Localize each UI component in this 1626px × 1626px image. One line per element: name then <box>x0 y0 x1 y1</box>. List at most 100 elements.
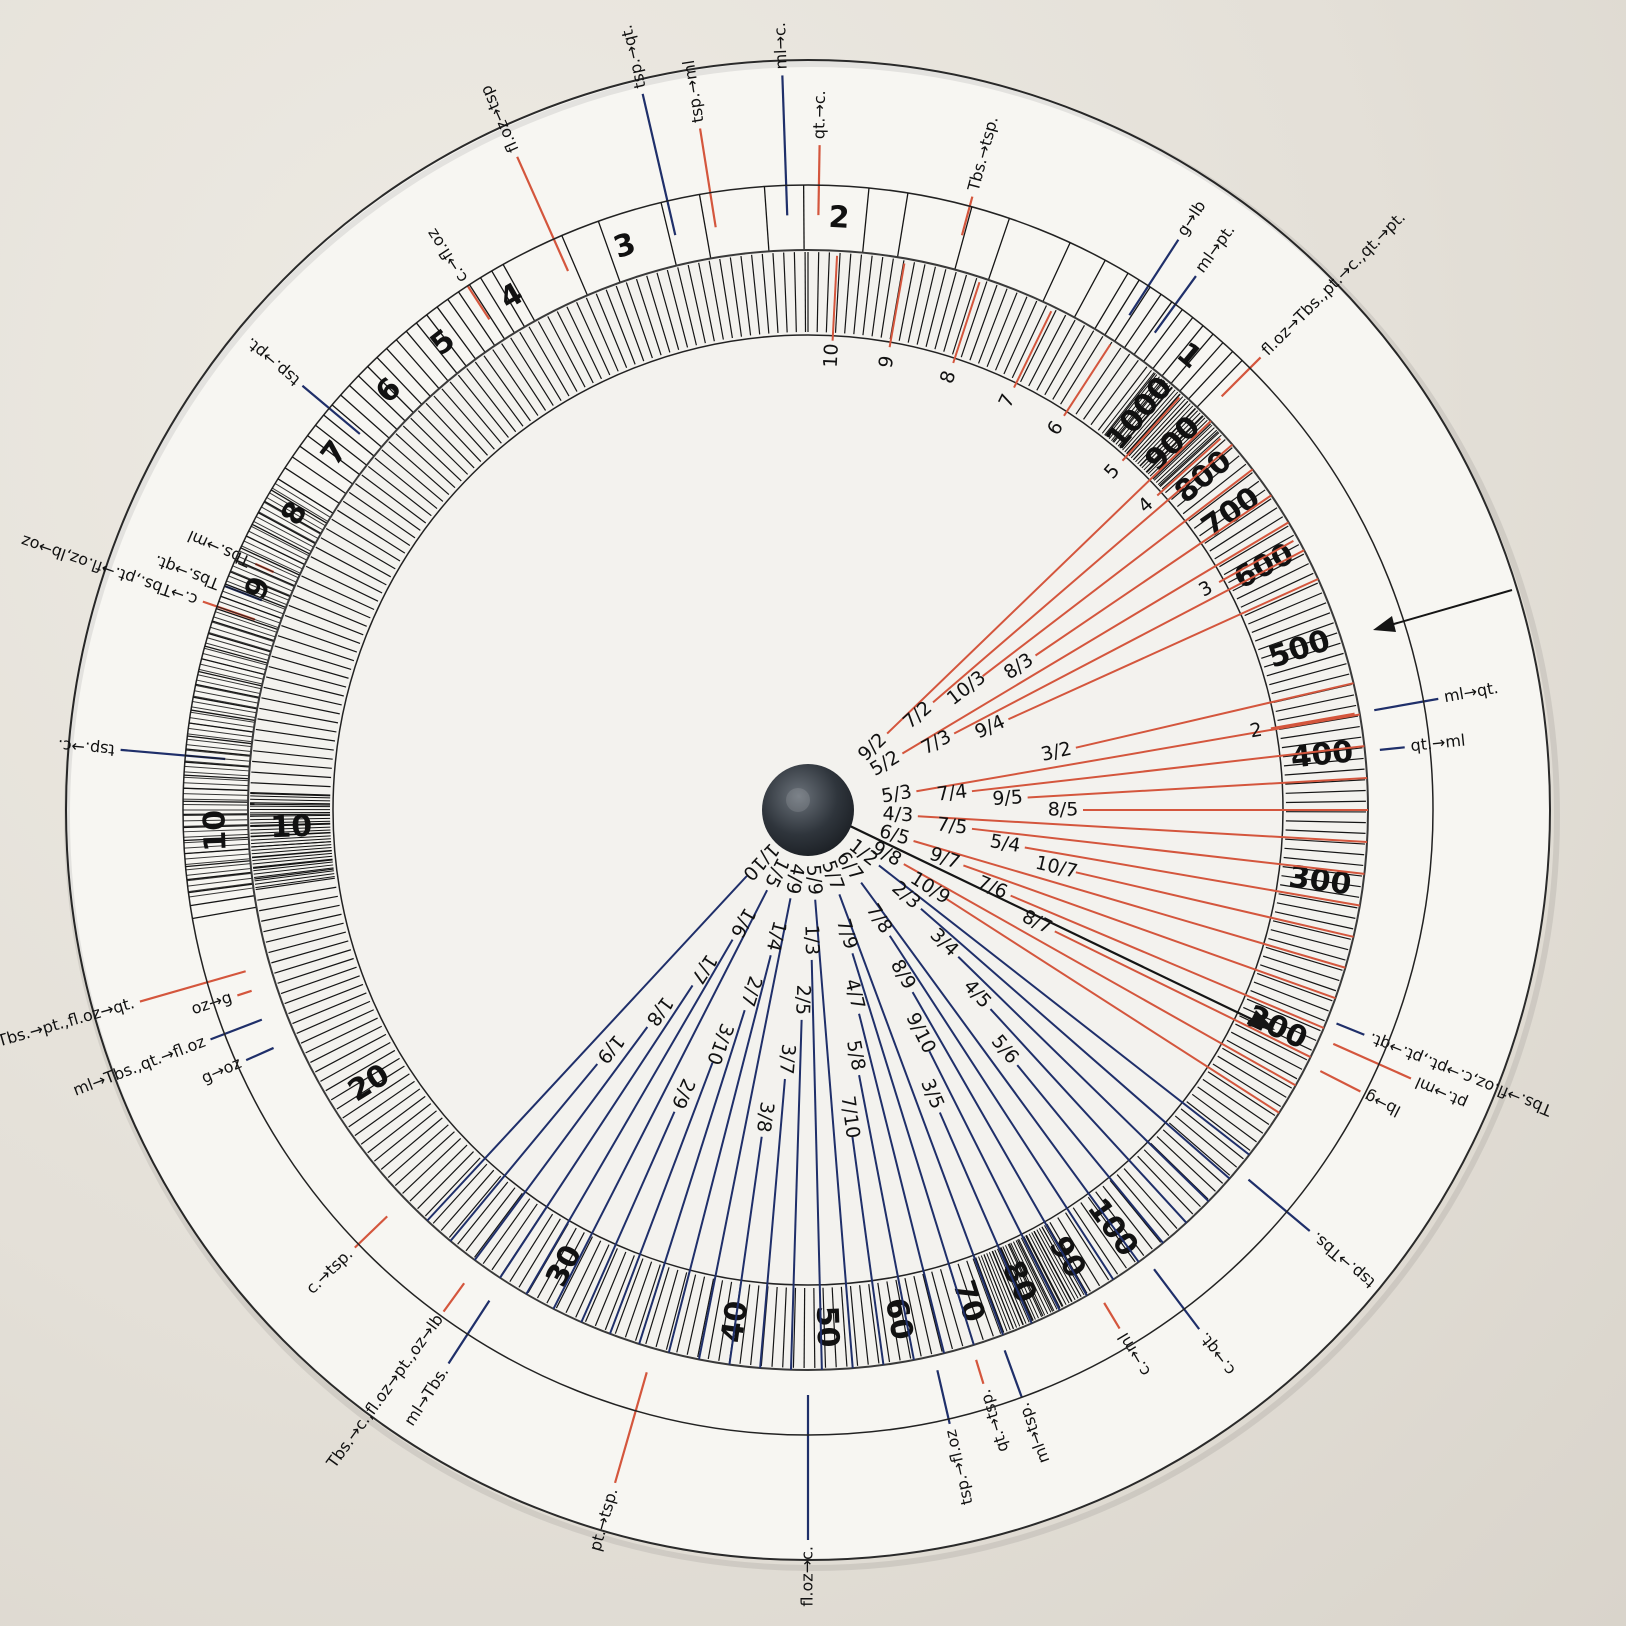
leader-tbs-fl-oz-c-pt-pt-qt <box>1336 1022 1365 1036</box>
outer-tick <box>561 235 588 296</box>
leader-g-oz <box>245 1046 275 1062</box>
ratio-line-3 <box>1218 540 1294 584</box>
ratio-line-4 <box>1156 437 1222 497</box>
outer-tick <box>1073 259 1106 318</box>
outer-tick <box>183 774 249 780</box>
outer-tick <box>299 445 354 485</box>
ratio-line-3-10 <box>609 1062 714 1335</box>
ratio-line-7 <box>1013 310 1053 389</box>
leader-ml-tsp <box>1003 1349 1023 1398</box>
outer-tick <box>284 467 340 504</box>
outer-tick <box>1161 325 1204 377</box>
outer-tick <box>193 696 258 710</box>
outer-tick <box>331 404 382 448</box>
conversion-label-ml-c: ml→c. <box>770 22 791 70</box>
outer-tick <box>698 194 712 259</box>
outer-ring-number-2: 2 <box>828 200 851 236</box>
outer-tick <box>1104 279 1140 336</box>
ratio-line-9-5 <box>1027 777 1368 799</box>
ratio-line-6 <box>1063 343 1112 417</box>
scale-number-400: 400 <box>1289 734 1355 775</box>
outer-tick <box>257 512 316 545</box>
outer-tick <box>198 670 263 687</box>
leader-ml-c <box>781 75 789 216</box>
leader-tsp-fl-oz <box>936 1370 951 1425</box>
ratio-line-1-6 <box>525 939 734 1295</box>
outer-tick <box>502 264 536 322</box>
ratio-line-2-5 <box>789 1019 803 1370</box>
outer-tick <box>468 284 506 340</box>
outer-tick <box>405 330 449 382</box>
ratio-label-8-5: 8/5 <box>1048 799 1079 821</box>
outer-tick <box>264 500 322 534</box>
outer-tick <box>216 607 279 631</box>
outer-pointer-arrow <box>1373 589 1513 632</box>
ratio-label-5-3: 5/3 <box>880 781 914 808</box>
outer-tick <box>660 202 677 266</box>
ratio-line-7-9 <box>851 952 975 1346</box>
ratio-line-1-5 <box>552 889 768 1310</box>
outer-tick <box>357 375 406 422</box>
outer-tick <box>1042 242 1071 302</box>
outer-tick <box>235 559 296 587</box>
leader-c-tsp <box>354 1215 388 1249</box>
outer-tick <box>1179 342 1224 392</box>
outer-tick <box>763 186 770 252</box>
ratio-line-9-10 <box>928 1050 1061 1311</box>
ratio-line-4-9 <box>698 898 792 1360</box>
ratio-line-2-9 <box>580 1111 676 1323</box>
outer-tick <box>315 424 368 466</box>
ratio-line-1-4 <box>667 955 772 1353</box>
leader-qt-c <box>817 145 821 216</box>
leader-tsp-qt <box>641 93 677 236</box>
ratio-line-1-3 <box>810 959 823 1370</box>
ratio-line-9-2 <box>886 420 1212 735</box>
ratio-label-3-7: 3/7 <box>775 1043 800 1075</box>
ratio-line-7-8 <box>888 935 1115 1281</box>
outer-tick <box>415 322 458 374</box>
leader-c-qt <box>1153 1268 1201 1330</box>
outer-tick <box>270 489 328 524</box>
center-pivot-knob[interactable] <box>762 764 854 856</box>
outer-tick <box>208 632 271 653</box>
ratio-line-6-5 <box>913 840 1346 969</box>
scale-number-50: 50 <box>809 1305 845 1348</box>
ratio-line-10-7 <box>1075 871 1354 938</box>
outer-tick <box>395 339 440 390</box>
ratio-line-7-2 <box>932 443 1234 704</box>
ratio-line-1-7 <box>499 984 694 1279</box>
ratio-line-5-3 <box>916 713 1360 793</box>
ratio-line-7-5 <box>971 827 1365 875</box>
outer-tick <box>386 348 431 397</box>
outer-ring-number-10: 10 <box>197 809 233 852</box>
leader-pt-ml <box>1332 1042 1412 1080</box>
outer-tick <box>251 523 311 555</box>
outer-tick <box>1094 272 1129 330</box>
ratio-label-2-5: 2/5 <box>791 984 814 1015</box>
outer-tick <box>190 709 256 722</box>
outer-tick <box>187 735 253 745</box>
ratio-line-8-9 <box>911 991 1088 1297</box>
ratio-line-5-8 <box>858 1074 915 1361</box>
ratio-label-7-5: 7/5 <box>936 813 969 838</box>
leader-lb-g <box>1319 1070 1361 1093</box>
ratio-label-7-4: 7/4 <box>936 780 969 805</box>
leader-tsp-ml <box>698 128 717 228</box>
ratio-line-7-4 <box>971 745 1365 793</box>
outer-tick <box>987 218 1011 281</box>
leader-fl-oz-tsp <box>516 156 570 272</box>
outer-tick <box>183 824 249 829</box>
ratio-line-8-3 <box>1034 494 1272 657</box>
outer-tick <box>861 187 870 253</box>
conversion-label-tsp-c: tsp.→c. <box>57 736 116 760</box>
ratio-line-7-10 <box>851 1136 885 1366</box>
ratio-line-2-7 <box>638 1009 746 1345</box>
ratio-line-7-3 <box>953 549 1305 735</box>
outer-tick <box>323 414 375 457</box>
outer-tick <box>1142 309 1183 362</box>
ratio-line-5-7 <box>838 894 1005 1336</box>
outer-tick <box>479 277 516 334</box>
outer-tick <box>188 883 254 894</box>
ratio-line-10-3 <box>982 468 1254 678</box>
